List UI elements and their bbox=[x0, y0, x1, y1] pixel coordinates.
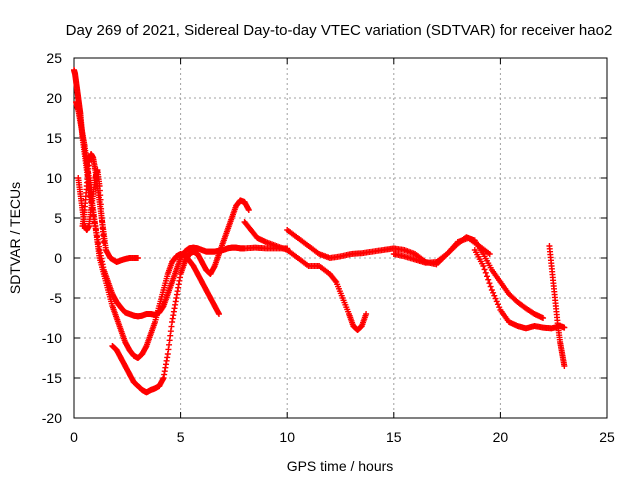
data-point bbox=[491, 292, 498, 299]
data-point bbox=[494, 301, 501, 308]
x-tick-label: 25 bbox=[599, 429, 615, 445]
y-tick-label: 5 bbox=[54, 210, 62, 226]
y-tick-label: -5 bbox=[50, 290, 63, 306]
y-tick-label: 0 bbox=[54, 250, 62, 266]
data-point bbox=[363, 311, 370, 317]
grid-lines bbox=[74, 58, 607, 418]
y-tick-label: 15 bbox=[46, 130, 62, 146]
y-tick-label: 20 bbox=[46, 90, 62, 106]
data-point bbox=[540, 315, 547, 321]
y-tick-label: -20 bbox=[42, 410, 62, 426]
data-point bbox=[332, 277, 339, 284]
data-point bbox=[486, 251, 493, 257]
data-point bbox=[486, 280, 493, 287]
y-tick-label: -15 bbox=[42, 370, 62, 386]
x-tick-label: 0 bbox=[70, 429, 78, 445]
data-point bbox=[483, 273, 490, 280]
data-point bbox=[488, 287, 495, 293]
y-axis-label: SDTVAR / TECUs bbox=[7, 182, 23, 294]
x-tick-label: 15 bbox=[386, 429, 402, 445]
plot-frame bbox=[73, 57, 608, 419]
data-point bbox=[215, 311, 222, 317]
data-point bbox=[487, 283, 494, 290]
x-axis-label: GPS time / hours bbox=[287, 458, 394, 474]
data-point bbox=[482, 269, 489, 276]
y-tick-label: 25 bbox=[46, 50, 62, 66]
x-tick-label: 20 bbox=[493, 429, 509, 445]
data-point bbox=[480, 263, 487, 269]
x-tick-label: 5 bbox=[177, 429, 185, 445]
y-tick-label: -10 bbox=[42, 330, 62, 346]
data-point bbox=[496, 304, 503, 311]
data-points bbox=[71, 67, 568, 396]
data-point bbox=[134, 255, 141, 261]
chart-title: Day 269 of 2021, Sidereal Day-to-day VTE… bbox=[66, 22, 613, 39]
y-tick-label: 10 bbox=[46, 170, 62, 186]
data-point bbox=[492, 295, 499, 302]
data-point bbox=[490, 289, 497, 296]
data-point bbox=[561, 324, 568, 331]
data-point bbox=[100, 239, 107, 245]
axis-ticks: 0 5 10 15 20 25 -20 -15 -10 -5 0 5 10 15 20 25 bbox=[42, 50, 615, 445]
data-point bbox=[561, 363, 568, 369]
data-point bbox=[481, 266, 488, 273]
data-point bbox=[493, 298, 500, 305]
data-point bbox=[485, 276, 492, 283]
x-tick-label: 10 bbox=[279, 429, 295, 445]
data-point bbox=[245, 207, 252, 213]
